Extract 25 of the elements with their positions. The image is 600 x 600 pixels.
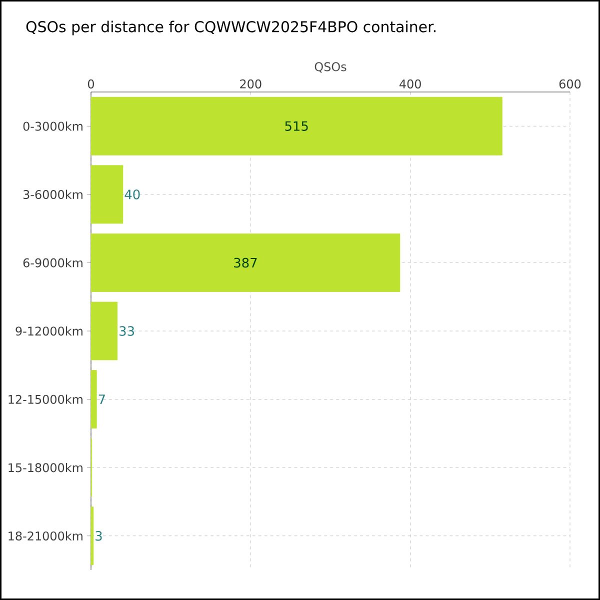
x-tick-label: 400	[400, 79, 421, 88]
x-tick-label: 200	[240, 79, 262, 88]
bar	[90, 165, 124, 224]
y-tick-label: 3-6000km	[23, 190, 82, 200]
data-label: 387	[234, 258, 257, 268]
bar	[90, 233, 400, 292]
data-label: 33	[120, 326, 134, 336]
bar	[90, 96, 502, 156]
y-tick-label: 18-21000km	[8, 531, 82, 540]
x-tick-label: 600	[559, 79, 581, 88]
x-axis-title: QSOs	[314, 62, 346, 73]
bar	[90, 506, 94, 566]
y-tick-label: 9-12000km	[16, 326, 82, 336]
y-tick-label: 12-15000km	[8, 394, 82, 404]
y-tick-label: 0-3000km	[23, 122, 82, 131]
bar	[90, 302, 118, 360]
data-label: 40	[124, 190, 140, 200]
y-tick-label: 6-9000km	[23, 258, 82, 268]
y-tick-label: 15-18000km	[8, 462, 82, 472]
chart-title: QSOs per distance for CQWWCW2025F4BPO container.	[26, 20, 436, 36]
data-label: 3	[96, 530, 102, 541]
data-label: 515	[285, 121, 308, 131]
x-tick-label: 0	[88, 79, 94, 88]
data-label: 7	[98, 394, 105, 404]
bar	[90, 370, 97, 429]
